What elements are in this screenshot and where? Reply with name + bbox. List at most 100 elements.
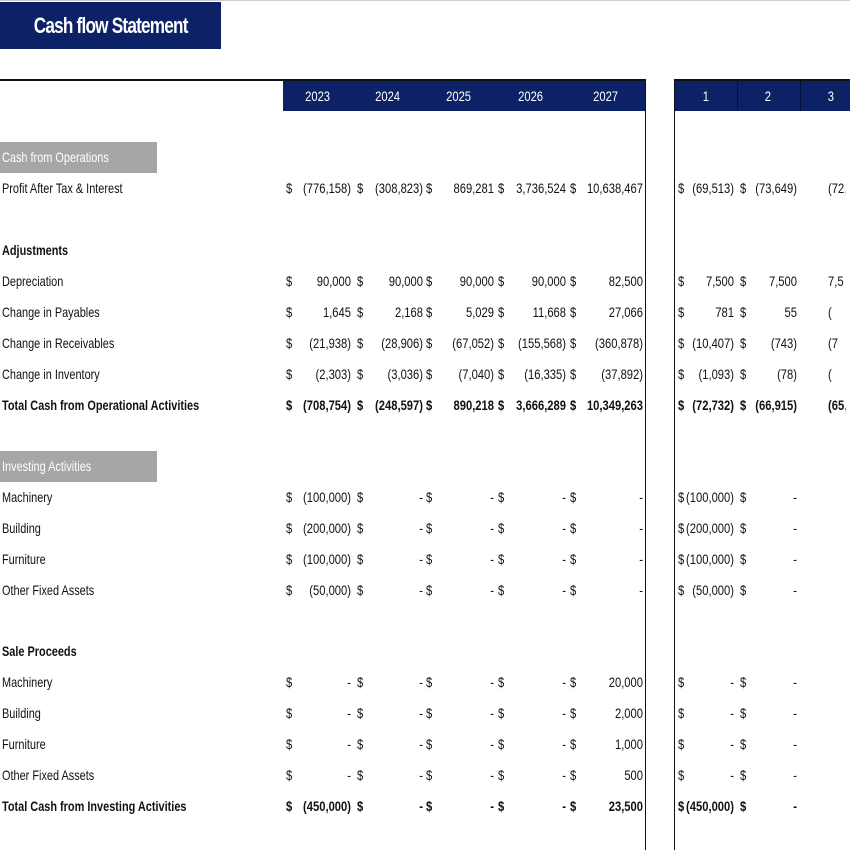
year-value-cell[interactable]: -	[639, 489, 643, 505]
year-value-cell[interactable]: 3,666,289	[516, 397, 566, 413]
month-value-cell[interactable]: 7,5	[828, 273, 844, 289]
month-value-cell[interactable]	[828, 791, 846, 822]
year-value-cell[interactable]: (21,938)	[309, 335, 351, 351]
year-value-cell[interactable]: 5,029	[465, 304, 494, 320]
month-value-cell[interactable]: (200,000)	[686, 520, 734, 536]
year-value-cell[interactable]: 1,000	[614, 736, 643, 752]
year-value-cell[interactable]: (248,597)	[375, 397, 423, 413]
year-value-cell[interactable]: (450,000)	[303, 798, 351, 814]
month-value-cell[interactable]: (1,093)	[698, 366, 734, 382]
year-value-cell[interactable]: -	[490, 705, 494, 721]
year-value-cell[interactable]: (155,568)	[518, 335, 566, 351]
year-value-cell[interactable]: -	[639, 520, 643, 536]
year-value-cell[interactable]: -	[490, 798, 494, 814]
year-value-cell[interactable]: -	[347, 674, 351, 690]
month-value-cell[interactable]: (	[828, 366, 832, 382]
month-value-cell[interactable]: 55	[784, 304, 797, 320]
year-value-cell[interactable]: -	[490, 551, 494, 567]
year-value-cell[interactable]: -	[419, 489, 423, 505]
year-value-cell[interactable]: -	[562, 582, 566, 598]
year-value-cell[interactable]: 3,736,524	[516, 180, 566, 196]
year-value-cell[interactable]: -	[639, 551, 643, 567]
year-value-cell[interactable]: (200,000)	[303, 520, 351, 536]
year-value-cell[interactable]: -	[562, 705, 566, 721]
year-value-cell[interactable]: -	[562, 674, 566, 690]
year-value-cell[interactable]: -	[490, 520, 494, 536]
month-value-cell[interactable]: -	[793, 551, 797, 567]
year-value-cell[interactable]: -	[562, 489, 566, 505]
month-value-cell[interactable]: (65,4	[828, 397, 846, 413]
year-value-cell[interactable]: -	[419, 705, 423, 721]
month-value-cell[interactable]	[828, 575, 846, 606]
year-value-cell[interactable]: 90,000	[316, 273, 351, 289]
year-value-cell[interactable]: -	[490, 582, 494, 598]
month-value-cell[interactable]: -	[793, 489, 797, 505]
year-value-cell[interactable]: 90,000	[388, 273, 423, 289]
year-value-cell[interactable]: (50,000)	[309, 582, 351, 598]
year-value-cell[interactable]: -	[419, 582, 423, 598]
month-value-cell[interactable]: (	[828, 304, 832, 320]
month-value-cell[interactable]	[828, 544, 846, 575]
year-value-cell[interactable]: (308,823)	[375, 180, 423, 196]
month-value-cell[interactable]: (50,000)	[692, 582, 734, 598]
year-value-cell[interactable]: -	[419, 767, 423, 783]
year-value-cell[interactable]: (3,036)	[387, 366, 423, 382]
year-value-cell[interactable]: -	[490, 767, 494, 783]
month-value-cell[interactable]: -	[793, 582, 797, 598]
year-value-cell[interactable]: 90,000	[531, 273, 566, 289]
month-value-cell[interactable]: -	[793, 736, 797, 752]
month-value-cell[interactable]: -	[730, 767, 734, 783]
month-value-cell[interactable]: (72,732)	[692, 397, 734, 413]
month-value-cell[interactable]	[828, 667, 846, 698]
year-value-cell[interactable]: 2,000	[614, 705, 643, 721]
year-value-cell[interactable]: (776,158)	[303, 180, 351, 196]
year-value-cell[interactable]: -	[419, 674, 423, 690]
year-value-cell[interactable]: -	[562, 798, 566, 814]
month-value-cell[interactable]: (7	[828, 335, 838, 351]
month-value-cell[interactable]: -	[793, 767, 797, 783]
month-value-cell[interactable]: (450,000)	[686, 798, 734, 814]
year-value-cell[interactable]: 23,500	[608, 798, 643, 814]
year-value-cell[interactable]: 1,645	[322, 304, 351, 320]
year-value-cell[interactable]: 82,500	[608, 273, 643, 289]
year-value-cell[interactable]: (360,878)	[595, 335, 643, 351]
month-value-cell[interactable]	[828, 729, 846, 760]
month-value-cell[interactable]: -	[793, 705, 797, 721]
year-value-cell[interactable]: 20,000	[608, 674, 643, 690]
year-value-cell[interactable]: -	[419, 736, 423, 752]
month-value-cell[interactable]: (743)	[770, 335, 797, 351]
year-value-cell[interactable]: (16,335)	[524, 366, 566, 382]
month-value-cell[interactable]: -	[793, 798, 797, 814]
year-value-cell[interactable]: (100,000)	[303, 551, 351, 567]
year-value-cell[interactable]: (708,754)	[303, 397, 351, 413]
year-value-cell[interactable]: (100,000)	[303, 489, 351, 505]
year-value-cell[interactable]: -	[490, 489, 494, 505]
year-value-cell[interactable]: 27,066	[608, 304, 643, 320]
month-value-cell[interactable]: (73,649)	[755, 180, 797, 196]
month-value-cell[interactable]: (69,513)	[692, 180, 734, 196]
month-value-cell[interactable]: -	[730, 705, 734, 721]
year-value-cell[interactable]: -	[347, 736, 351, 752]
year-value-cell[interactable]: (37,892)	[601, 366, 643, 382]
month-value-cell[interactable]: -	[730, 736, 734, 752]
year-value-cell[interactable]: -	[562, 767, 566, 783]
month-value-cell[interactable]: 7,500	[705, 273, 734, 289]
month-value-cell[interactable]: (100,000)	[686, 489, 734, 505]
year-value-cell[interactable]: -	[639, 582, 643, 598]
year-value-cell[interactable]: 500	[624, 767, 643, 783]
year-value-cell[interactable]: 10,349,263	[586, 397, 643, 413]
year-value-cell[interactable]: 10,638,467	[586, 180, 643, 196]
year-value-cell[interactable]: 890,218	[453, 397, 494, 413]
year-value-cell[interactable]: (7,040)	[458, 366, 494, 382]
year-value-cell[interactable]: -	[347, 705, 351, 721]
year-value-cell[interactable]: -	[419, 551, 423, 567]
year-value-cell[interactable]: -	[562, 551, 566, 567]
month-value-cell[interactable]: (100,000)	[686, 551, 734, 567]
month-value-cell[interactable]: 7,500	[768, 273, 797, 289]
month-value-cell[interactable]: 781	[715, 304, 734, 320]
month-value-cell[interactable]	[828, 482, 846, 513]
year-value-cell[interactable]: -	[347, 767, 351, 783]
year-value-cell[interactable]: -	[419, 520, 423, 536]
month-value-cell[interactable]: (10,407)	[692, 335, 734, 351]
year-value-cell[interactable]: -	[490, 674, 494, 690]
